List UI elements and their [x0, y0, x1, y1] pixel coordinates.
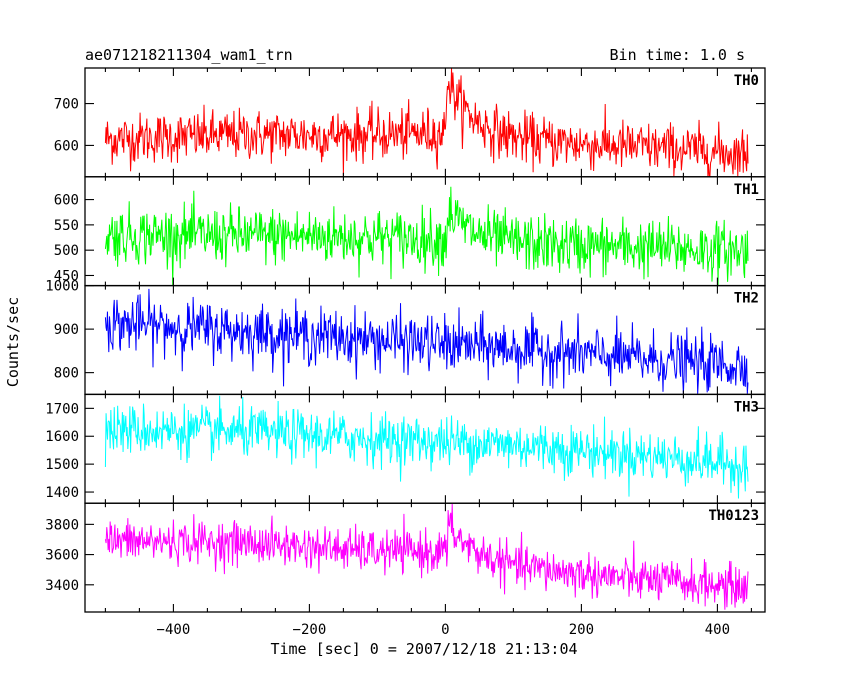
y-tick-label: 3600 [45, 548, 79, 564]
panel-th1: 450 500 550 600 TH1 [54, 176, 766, 287]
x-tick-label: 200 [569, 622, 594, 638]
y-tick-label: 1700 [45, 401, 79, 417]
x-tick-label: 400 [705, 622, 730, 638]
panel-frame [84, 67, 766, 178]
panel-label: TH3 [734, 399, 759, 415]
y-tick-label: 3800 [45, 517, 79, 533]
y-tick-label: 700 [54, 97, 79, 113]
series-line-th2 [104, 288, 749, 394]
y-axis-label: Counts/sec [4, 297, 22, 387]
panel-label: TH2 [734, 291, 759, 307]
y-tick-label: 1400 [45, 485, 79, 501]
panel-th3: 1400 1500 1600 1700 TH3 [45, 393, 766, 504]
panels-group: 600 700 TH0 450 500 550 600 TH1 800 900 1000 TH2 140… [45, 67, 766, 638]
panel-label: TH0 [734, 73, 759, 89]
series-line-th0 [104, 68, 749, 177]
y-tick-label: 450 [54, 268, 79, 284]
y-tick-label: 900 [54, 322, 79, 338]
panel-th0123: 3400 3600 3800 TH0123 [45, 502, 766, 613]
chart-subtitle: Bin time: 1.0 s [610, 46, 745, 64]
y-tick-label: 1500 [45, 457, 79, 473]
series-line-th0123 [104, 503, 749, 610]
y-tick-label: 600 [54, 138, 79, 154]
y-tick-label: 500 [54, 243, 79, 259]
x-tick-label: 0 [441, 622, 449, 638]
panel-label: TH1 [734, 182, 759, 198]
y-tick-label: 800 [54, 366, 79, 382]
chart-title: ae071218211304_wam1_trn [85, 46, 293, 64]
x-tick-label: −200 [293, 622, 327, 638]
panel-frame [84, 502, 766, 613]
panel-label: TH0123 [708, 508, 759, 524]
series-line-th3 [104, 395, 749, 499]
y-tick-label: 1600 [45, 429, 79, 445]
y-tick-label: 3400 [45, 578, 79, 594]
panel-th0: 600 700 TH0 [54, 67, 766, 178]
panel-th2: 800 900 1000 TH2 [45, 279, 766, 396]
y-tick-label: 600 [54, 193, 79, 209]
x-axis-label: Time [sec] 0 = 2007/12/18 21:13:04 [270, 640, 577, 658]
y-tick-label: 550 [54, 218, 79, 234]
series-line-th1 [104, 186, 749, 286]
x-tick-label: −400 [157, 622, 191, 638]
y-tick-label: 1000 [45, 279, 79, 295]
